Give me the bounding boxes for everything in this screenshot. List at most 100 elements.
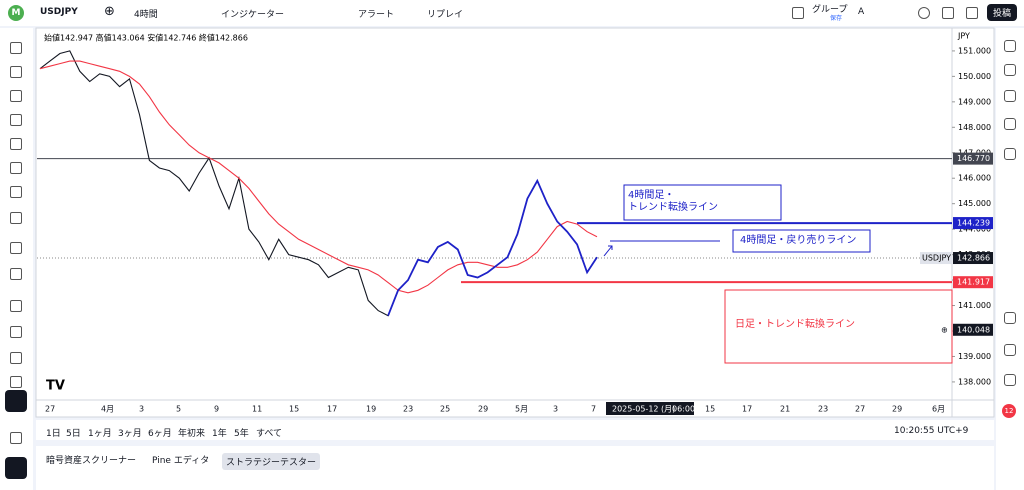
- tool-icon[interactable]: [10, 352, 22, 364]
- level-label: 144.239: [957, 219, 990, 228]
- level-label: 146.770: [957, 154, 990, 163]
- link-button[interactable]: [5, 390, 27, 412]
- annotation-box: [623, 184, 782, 221]
- x-tick-label: 19: [366, 405, 376, 414]
- x-tick-label: 5月: [515, 405, 528, 414]
- y-tick-label: 144.000: [958, 225, 991, 234]
- alert[interactable]: アラート: [358, 10, 395, 20]
- range-button[interactable]: すべて: [256, 429, 283, 439]
- side-icon[interactable]: [1004, 118, 1016, 130]
- interval[interactable]: 4時間: [134, 10, 158, 20]
- symbol-search[interactable]: USDJPY: [40, 7, 78, 17]
- price-line: [39, 60, 598, 294]
- x-tick-label: 27: [855, 405, 865, 414]
- side-icon[interactable]: [1004, 40, 1016, 52]
- avatar[interactable]: M: [8, 5, 24, 21]
- settings-icon[interactable]: [918, 7, 930, 19]
- panel-tab[interactable]: Pine エディタ: [152, 456, 210, 466]
- currency: JPY: [957, 32, 970, 41]
- x-tick-label: 7: [591, 405, 596, 414]
- layout-icon[interactable]: [792, 7, 804, 19]
- side-icon[interactable]: [1004, 64, 1016, 76]
- annotation-text: 4時間足・: [628, 189, 674, 201]
- tool-icon[interactable]: [10, 326, 22, 338]
- price-line: [387, 178, 598, 317]
- tool-icon[interactable]: [10, 242, 22, 254]
- level-tag: [953, 152, 993, 165]
- tool-icon[interactable]: [10, 42, 22, 54]
- arrow: [603, 245, 613, 257]
- tool-icon[interactable]: [10, 114, 22, 126]
- star-button[interactable]: [5, 457, 27, 479]
- tool-icon[interactable]: [10, 376, 22, 388]
- range-button[interactable]: 1ヶ月: [88, 429, 112, 439]
- level-tag: [953, 276, 993, 289]
- y-tick-label: 149.000: [958, 97, 991, 106]
- range-button[interactable]: 5年: [234, 429, 249, 439]
- tool-icon[interactable]: [10, 432, 22, 444]
- y-tick-label: 139.000: [958, 352, 991, 361]
- x-tick-label: 4月: [101, 405, 114, 414]
- snapshot-icon[interactable]: [966, 7, 978, 19]
- side-icon[interactable]: [1004, 344, 1016, 356]
- x-tick-label: 9: [214, 405, 219, 414]
- annotation-text: 日足・トレンド転換ライン: [735, 318, 855, 330]
- tool-icon[interactable]: [10, 212, 22, 224]
- tool-icon[interactable]: [10, 90, 22, 102]
- tool-icon[interactable]: [10, 186, 22, 198]
- range-button[interactable]: 1年: [212, 429, 227, 439]
- annotation-text: 4時間足・戻り売りライン: [740, 233, 856, 246]
- x-highlight: [606, 402, 694, 415]
- side-icon[interactable]: [1004, 148, 1016, 160]
- y-tick-label: 145.000: [958, 199, 991, 208]
- x-tick-label: 25: [440, 405, 450, 414]
- add-symbol[interactable]: ⊕: [104, 4, 115, 19]
- clock: 10:20:55 UTC+9: [894, 426, 969, 436]
- side-icon[interactable]: [1004, 374, 1016, 386]
- annotation-box: [732, 229, 871, 253]
- symbol-tag: [920, 252, 952, 265]
- panel-tab[interactable]: 暗号資産スクリーナー: [46, 456, 137, 466]
- annotation-text: トレンド転換ライン: [628, 201, 718, 213]
- range-button[interactable]: 6ヶ月: [148, 429, 172, 439]
- x-tick-label: 29: [478, 405, 488, 414]
- symbol-label: USDJPY: [922, 254, 951, 263]
- bottom-panel: [36, 446, 994, 490]
- range-button[interactable]: 3ヶ月: [118, 429, 142, 439]
- x-tick-label: 21: [780, 405, 790, 414]
- side-icon[interactable]: [1004, 312, 1016, 324]
- panel-tab[interactable]: ストラテジーテスター: [222, 453, 321, 470]
- notification-badge: 12: [1002, 404, 1016, 418]
- y-tick-label: 138.000: [958, 377, 991, 386]
- tool-icon[interactable]: [10, 268, 22, 280]
- indicators[interactable]: インジケーター: [221, 10, 285, 20]
- tool-icon[interactable]: [10, 162, 22, 174]
- side-icon[interactable]: [1004, 90, 1016, 102]
- fullscreen-icon[interactable]: [942, 7, 954, 19]
- x-tick-label: 11: [252, 405, 262, 414]
- crosshair-plus: ⊕: [941, 325, 948, 334]
- ohlc: 始値142.947 高値143.064 安値142.746 終値142.866: [44, 33, 248, 43]
- tool-icon[interactable]: [10, 300, 22, 312]
- y-tick-label: 141.000: [958, 301, 991, 310]
- tool-icon[interactable]: [10, 66, 22, 78]
- replay[interactable]: リプレイ: [427, 10, 464, 20]
- left-bar: [0, 28, 33, 490]
- range-button[interactable]: 5日: [66, 429, 81, 439]
- range-button[interactable]: 1日: [46, 429, 61, 439]
- tool-icon[interactable]: [10, 138, 22, 150]
- x-tick-label: 23: [818, 405, 828, 414]
- price-label: 142.866: [957, 254, 990, 263]
- level-tag: [953, 217, 993, 230]
- x-tick-label: 3: [553, 405, 558, 414]
- group[interactable]: グループ: [812, 5, 848, 15]
- publish-button[interactable]: 投稿: [987, 4, 1018, 21]
- y-tick-label: 150.000: [958, 72, 991, 81]
- x-tick-label: 15: [705, 405, 715, 414]
- group-letter[interactable]: A: [858, 7, 865, 17]
- crosshair-label: 140.048: [957, 325, 990, 334]
- x-tick-label: 17: [327, 405, 337, 414]
- range-button[interactable]: 年初来: [178, 429, 206, 439]
- group-save: 保存: [830, 15, 843, 22]
- x-tick-label: 23: [403, 405, 413, 414]
